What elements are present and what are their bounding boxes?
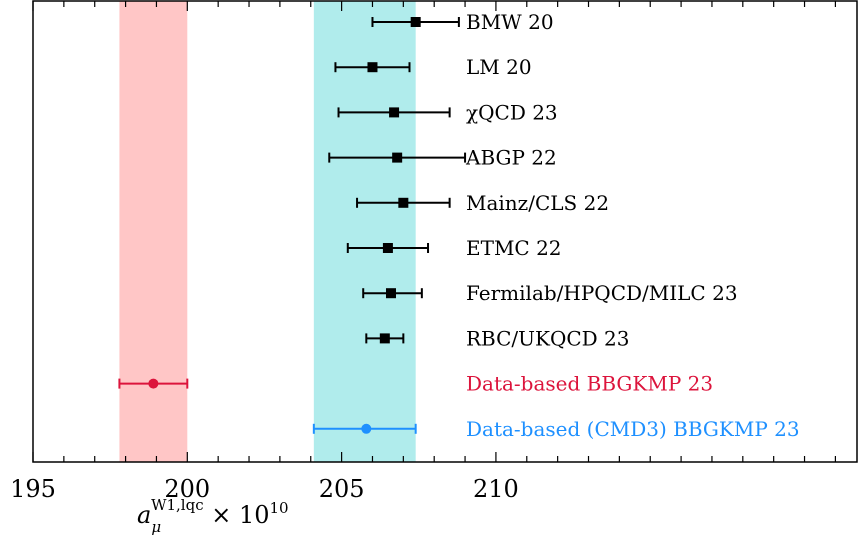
data-point-square xyxy=(379,333,390,344)
bands-layer xyxy=(119,1,416,462)
row-label: Mainz/CLS 22 xyxy=(466,191,609,215)
x-axis-label-superscript: W1,lqc xyxy=(151,496,204,514)
data-based-band xyxy=(119,1,188,462)
data-point-square xyxy=(392,152,403,163)
data-point-square xyxy=(410,17,421,27)
x-tick-label: 200 xyxy=(164,475,210,503)
x-tick-label: 205 xyxy=(319,475,365,503)
data-point-group xyxy=(328,152,467,163)
row-label: Data-based BBGKMP 23 xyxy=(466,372,713,396)
data-point-square xyxy=(389,107,400,118)
data-point-square xyxy=(385,288,396,299)
data-point-square xyxy=(367,62,378,73)
data-point-circle xyxy=(361,423,372,434)
row-label: χQCD 23 xyxy=(466,100,558,124)
ticks-layer: 195 200 205 210 xyxy=(10,1,836,503)
row-label: LM 20 xyxy=(466,55,532,79)
data-point-group xyxy=(362,288,423,299)
data-point-group xyxy=(337,107,451,118)
points-layer xyxy=(118,17,467,434)
row-label: RBC/UKQCD 23 xyxy=(466,326,630,350)
data-point-square xyxy=(382,243,393,253)
data-point-group xyxy=(346,243,430,253)
row-label: ETMC 22 xyxy=(466,236,562,260)
cmd3-band xyxy=(313,1,416,462)
x-tick-label: 195 xyxy=(10,475,56,503)
x-axis-label-subscript: μ xyxy=(151,518,161,536)
labels-layer: BMW 20 LM 20 χQCD 23 ABGP 22 Mainz/CLS 22 ETM… xyxy=(465,10,800,441)
plot-frame xyxy=(32,0,858,463)
row-label: BMW 20 xyxy=(466,10,554,34)
row-label: ABGP 22 xyxy=(465,146,557,170)
x-axis-label-exponent: 10 xyxy=(270,499,289,517)
x-axis-label-base: a xyxy=(137,501,151,529)
x-tick-label: 210 xyxy=(473,475,519,503)
data-point-square xyxy=(398,197,409,208)
x-axis-label-suffix: × 10 xyxy=(204,501,270,529)
row-label: Fermilab/HPQCD/MILC 23 xyxy=(466,281,738,305)
row-label: Data-based (CMD3) BBGKMP 23 xyxy=(466,417,800,441)
data-point-group xyxy=(365,333,405,344)
x-axis-label: aμ W1,lqc × 1010 xyxy=(137,496,289,536)
data-point-group xyxy=(312,423,417,434)
data-point-group xyxy=(371,17,460,27)
data-point-group xyxy=(334,62,411,73)
data-point-group xyxy=(118,378,189,389)
data-point-circle xyxy=(148,378,159,389)
data-point-group xyxy=(356,197,451,208)
